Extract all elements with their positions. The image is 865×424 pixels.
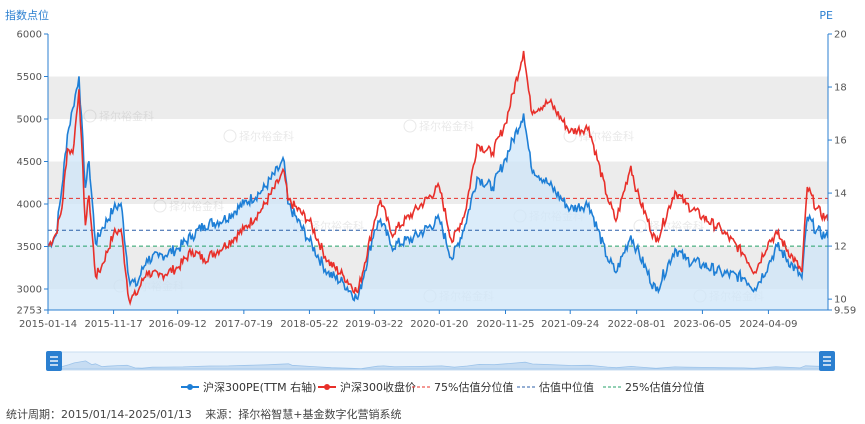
right-tick-label: 20 — [834, 30, 847, 41]
legend-label-p75: 75%估值分位值 — [434, 380, 513, 394]
right-tick-label: 10 — [834, 295, 847, 306]
right-axis-title: PE — [819, 9, 833, 22]
watermark-text: 择尔裕金科 — [309, 219, 364, 233]
x-tick-label: 2020-11-25 — [476, 319, 534, 330]
x-tick-label: 2016-09-12 — [149, 319, 207, 330]
range-slider[interactable] — [46, 351, 835, 371]
watermark-text: 择尔裕金科 — [579, 129, 634, 143]
range-slider-left-handle[interactable] — [46, 351, 62, 371]
pe-area — [48, 76, 828, 310]
series-line-pe — [48, 76, 828, 302]
x-tick-label: 2024-04-09 — [739, 319, 797, 330]
footer: 统计周期：2015/01/14-2025/01/13 来源：择尔裕智慧+基金数字… — [6, 406, 412, 422]
series-line-close — [48, 50, 828, 306]
right-tick-label: 12 — [834, 242, 847, 253]
legend-label-median: 估值中位值 — [539, 380, 594, 394]
legend-item-close[interactable]: 沪深300收盘价 — [318, 380, 416, 394]
watermark-text: 择尔裕金科 — [169, 199, 224, 213]
left-tick-label: 2753 — [17, 306, 42, 317]
x-tick-label: 2021-09-24 — [541, 319, 599, 330]
left-tick-label: 5500 — [17, 72, 42, 83]
watermark: 择尔裕金科 — [633, 219, 704, 233]
x-tick-label: 2018-05-22 — [280, 319, 338, 330]
x-tick-label: 2022-08-01 — [608, 319, 666, 330]
left-axis-ticks: 6000 5500 5000 4500 4000 3500 3000 2753 — [17, 30, 48, 317]
left-tick-label: 4000 — [17, 200, 42, 211]
right-axis-ticks: 20 18 16 14 12 109.59 — [828, 30, 856, 317]
legend-label-p25: 25%估值分位值 — [625, 380, 704, 394]
left-tick-label: 4500 — [17, 157, 42, 168]
legend-label-pe: 沪深300PE(TTM 右轴) — [203, 380, 316, 394]
watermark: 择尔裕金科 — [223, 129, 294, 143]
stat-period: 统计周期：2015/01/14-2025/01/13 — [6, 408, 192, 421]
grid-band — [48, 76, 828, 120]
legend-label-close: 沪深300收盘价 — [340, 380, 416, 394]
range-slider-right-handle[interactable] — [819, 351, 835, 371]
range-slider-preview — [54, 360, 827, 370]
left-tick-label: 5000 — [17, 115, 42, 126]
pe-area-fill — [48, 76, 828, 310]
watermark: 择尔裕金科 — [403, 119, 474, 133]
x-tick-label: 2015-01-14 — [19, 319, 77, 330]
legend-item-median[interactable]: 估值中位值 — [517, 380, 594, 394]
x-axis-ticks: 2015-01-14 2015-11-17 2016-09-12 2017-07-19… — [19, 310, 797, 330]
data-source: 来源：择尔裕智慧+基金数字化营销系统 — [205, 408, 402, 421]
x-tick-label: 2015-11-17 — [85, 319, 143, 330]
legend-item-pe[interactable]: 沪深300PE(TTM 右轴) — [181, 380, 316, 394]
right-tick-label: 14 — [834, 189, 847, 200]
watermark: 择尔裕金科 — [563, 129, 634, 143]
right-tick-label: 9.59 — [834, 306, 856, 317]
watermark-text: 择尔裕金科 — [419, 119, 474, 133]
legend-item-p75[interactable]: 75%估值分位值 — [412, 380, 513, 394]
left-tick-label: 6000 — [17, 30, 42, 41]
right-tick-label: 18 — [834, 83, 847, 94]
x-tick-label: 2023-06-05 — [673, 319, 731, 330]
x-tick-label: 2019-03-22 — [345, 319, 403, 330]
watermark-text: 择尔裕金科 — [99, 109, 154, 123]
right-tick-label: 16 — [834, 136, 847, 147]
x-tick-label: 2017-07-19 — [215, 319, 273, 330]
left-axis-title: 指数点位 — [5, 8, 49, 22]
legend: 沪深300PE(TTM 右轴) 沪深300收盘价 75%估值分位值 估值中位值 … — [181, 380, 704, 394]
series-lines — [48, 50, 828, 306]
watermark: 择尔裕金科 — [153, 199, 224, 213]
watermark: 择尔裕金科 — [83, 109, 154, 123]
x-tick-label: 2020-01-20 — [410, 319, 468, 330]
left-tick-label: 3500 — [17, 242, 42, 253]
legend-item-p25[interactable]: 25%估值分位值 — [603, 380, 704, 394]
watermark-text: 择尔裕金科 — [649, 219, 704, 233]
reference-lines — [48, 197, 828, 247]
watermark-text: 择尔裕金科 — [239, 129, 294, 143]
left-tick-label: 3000 — [17, 285, 42, 296]
